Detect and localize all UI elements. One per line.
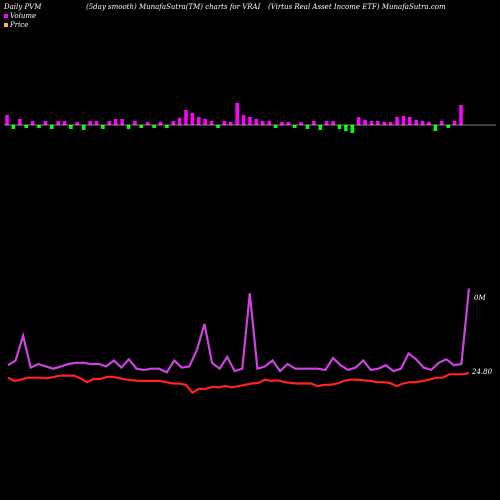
pvm-bar — [18, 119, 22, 125]
pvm-bar — [318, 125, 323, 130]
pvm-bar — [177, 118, 182, 125]
pvm-bar — [107, 121, 112, 125]
pvm-bar — [133, 121, 137, 125]
pvm-bar — [158, 122, 163, 125]
pvm-bar — [120, 119, 124, 125]
pvm-bar — [113, 119, 118, 125]
pvm-bar — [440, 121, 444, 125]
pvm-bar — [56, 121, 60, 125]
pvm-bar — [152, 125, 156, 128]
chart-title-left: Daily PVM — [4, 3, 42, 11]
legend-volume-swatch — [4, 14, 8, 18]
pvm-bar — [446, 125, 450, 128]
price-line — [7, 371, 470, 395]
pvm-bar — [452, 121, 457, 125]
pvm-bar — [24, 125, 28, 128]
pvm-bar — [408, 117, 412, 125]
pvm-bar — [11, 125, 16, 129]
pvm-bar — [292, 125, 297, 128]
pvm-bar — [459, 105, 463, 125]
pvm-bar — [126, 125, 131, 129]
pvm-bar — [50, 125, 54, 129]
pvm-bars — [5, 103, 463, 133]
pvm-bar — [280, 122, 284, 125]
pvm-bar — [139, 125, 144, 128]
pvm-bar — [145, 122, 150, 125]
pvm-bar — [267, 121, 271, 125]
pvm-bar — [81, 125, 86, 130]
pvm-bar — [165, 125, 169, 128]
pvm-bar — [388, 122, 393, 125]
pvm-bar — [286, 122, 291, 125]
pvm-bar — [350, 125, 355, 133]
pvm-bar — [209, 121, 214, 125]
chart-title-right: (Virtus Real Asset Income ETF) MunafaSut… — [268, 3, 446, 11]
pvm-bar — [235, 103, 239, 125]
pvm-bar — [369, 121, 374, 125]
pvm-bar — [331, 121, 335, 125]
pvm-bar — [62, 121, 67, 125]
pvm-bar — [94, 121, 99, 125]
pvm-bar — [427, 122, 431, 125]
pvm-bar — [273, 125, 278, 128]
pvm-bar — [254, 119, 259, 125]
legend-price-label: Price — [10, 21, 29, 29]
pvm-bar — [69, 125, 73, 129]
pvm-bar — [229, 122, 233, 125]
pvm-bar — [376, 121, 380, 125]
pvm-bar — [324, 121, 329, 125]
pvm-bar — [356, 117, 361, 125]
pvm-bar — [420, 121, 425, 125]
pvm-bar — [216, 125, 220, 128]
pvm-bar — [248, 117, 252, 125]
legend-volume-label: Volume — [10, 12, 37, 20]
pvm-bar — [395, 117, 399, 125]
pvm-bar — [101, 125, 105, 129]
pvm-bar — [401, 116, 406, 125]
pvm-bar — [43, 121, 48, 125]
pvm-bar — [344, 125, 348, 131]
pvm-bar — [305, 125, 310, 129]
pvm-bar — [37, 125, 41, 128]
pvm-bar — [75, 122, 80, 125]
pvm-bar — [5, 115, 9, 125]
volume-line — [7, 288, 471, 374]
pvm-bar — [184, 110, 188, 125]
legend-price: Price — [4, 21, 28, 29]
pvm-bar — [171, 121, 176, 125]
pvm-bar — [222, 121, 227, 125]
pvm-bar — [382, 122, 387, 125]
pvm-bar — [363, 120, 367, 125]
pvm-bar — [88, 121, 92, 125]
price-end-label: 24.80 — [471, 368, 493, 376]
pvm-bar — [299, 122, 303, 125]
legend-volume: Volume — [4, 12, 36, 20]
pvm-bar — [312, 121, 316, 125]
pvm-bar — [197, 117, 201, 125]
pvm-bar — [433, 125, 438, 131]
pvm-bar — [414, 120, 418, 125]
pvm-bar — [190, 113, 195, 125]
legend-price-swatch — [4, 23, 8, 27]
pvm-bar — [30, 121, 35, 125]
chart-title-middle: (5day smooth) MunafaSutra(TM) charts for… — [86, 3, 261, 11]
pvm-bar — [337, 125, 342, 129]
pvm-bar — [241, 115, 246, 125]
pvm-bar — [261, 121, 265, 125]
pvm-bar — [203, 119, 207, 125]
volume-end-label: 0M — [474, 294, 486, 302]
